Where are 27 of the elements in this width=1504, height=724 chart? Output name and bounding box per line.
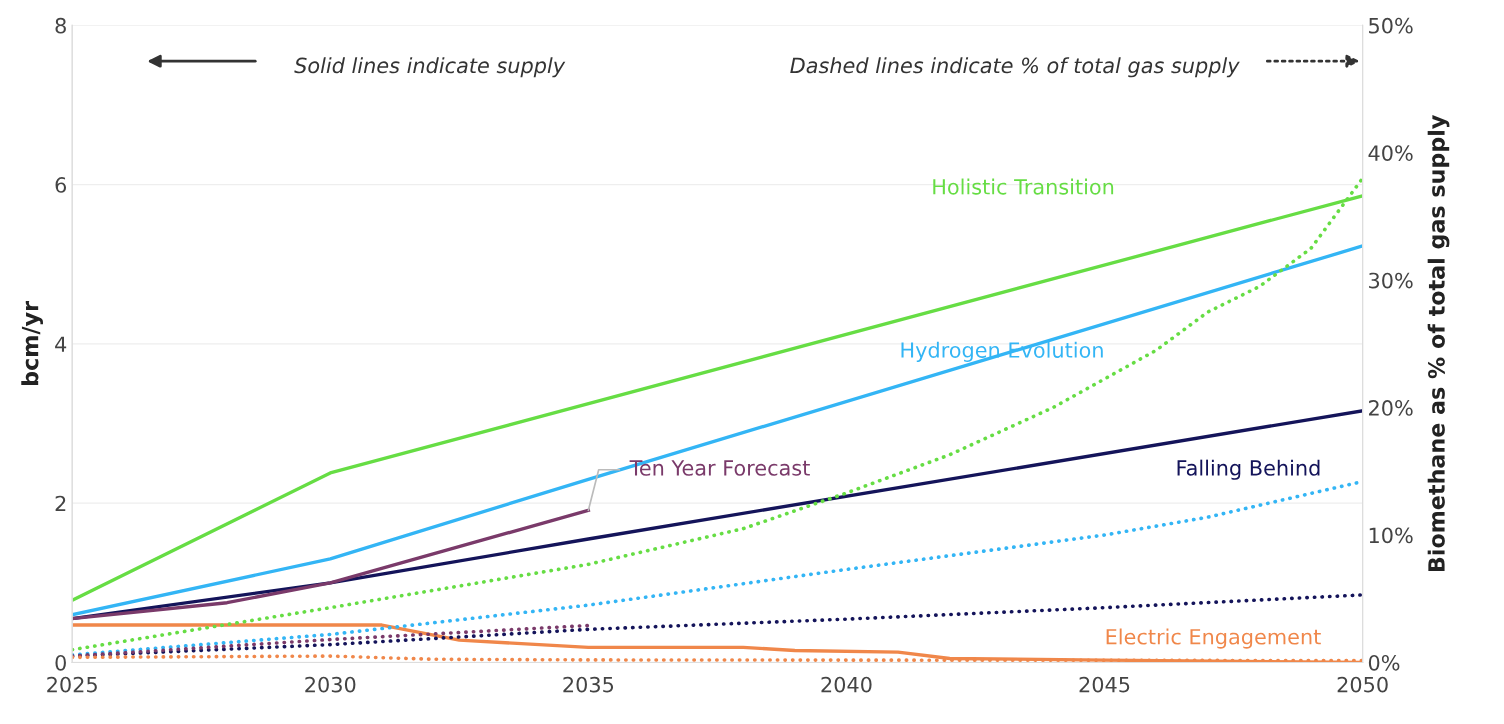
y2-tick-label: 20%: [1369, 400, 1413, 416]
x-tick-label: 2040: [821, 676, 872, 693]
x-tick-label: 2035: [563, 676, 614, 693]
y2-axis-title: Biomethane as % of total gas supply: [1427, 115, 1450, 572]
y-tick-label: 6: [55, 177, 67, 193]
x-tick-label: 2045: [1079, 676, 1130, 693]
series-label: Falling Behind: [1177, 459, 1320, 480]
x-tick-label: 2025: [47, 676, 97, 693]
text: Ten Year Forecast: [629, 460, 810, 476]
line-series: [72, 244, 1363, 617]
y-axis-title: bcm/yr: [21, 301, 43, 385]
line-series: [72, 508, 591, 621]
y-tick-label: 2: [55, 495, 66, 512]
y-tick-label: 4: [55, 336, 67, 352]
x-tick-label: 2030: [305, 676, 356, 693]
series-label: Electric Engagement: [1106, 628, 1321, 649]
annotation: Solid lines indicate supply: [294, 57, 566, 78]
y-tick-label: 8: [55, 17, 66, 34]
y2-tick-label: 10%: [1369, 527, 1413, 544]
y2-tick-label: 50%: [1369, 17, 1413, 34]
annotation: Dashed lines indicate % of total gas supply: [790, 57, 1240, 78]
x-tick-label: 2050: [1337, 676, 1388, 693]
y-tick-label: 0: [55, 654, 66, 671]
y2-tick-label: 40%: [1368, 145, 1413, 161]
y2-tick-label: 0%: [1368, 654, 1400, 671]
y2-tick-label: 30%: [1369, 272, 1413, 289]
text: Holistic Transition: [933, 178, 1114, 195]
